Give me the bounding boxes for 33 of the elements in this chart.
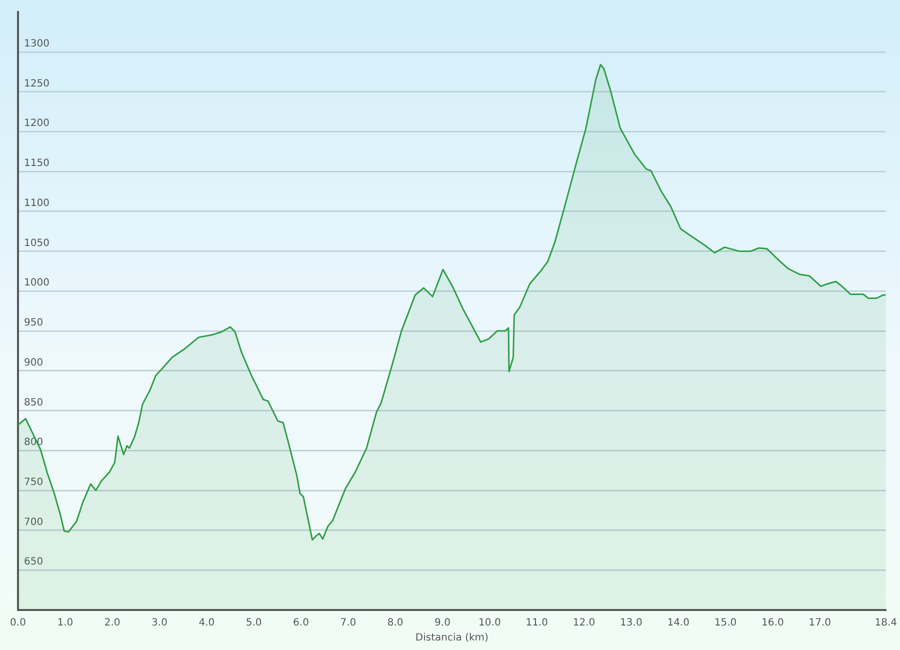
x-tick-label: 4.0 (198, 618, 215, 629)
x-tick-label: 9.0 (434, 618, 450, 629)
y-tick-label: 1050 (24, 238, 50, 249)
y-tick-label: 900 (24, 357, 44, 368)
x-tick-label: 8.0 (387, 618, 404, 629)
x-tick-label: 2.0 (104, 618, 120, 629)
x-tick-label: 11.0 (526, 618, 548, 629)
x-tick-label: 3.0 (152, 618, 168, 629)
x-tick-label: 6.0 (293, 618, 309, 629)
x-tick-label: 1.0 (57, 618, 74, 629)
y-tick-label: 950 (24, 318, 44, 329)
y-tick-label: 1200 (24, 118, 50, 130)
x-tick-label: 5.0 (246, 618, 262, 629)
x-tick-label: 15.0 (714, 618, 737, 629)
y-tick-label: 700 (24, 516, 44, 528)
y-tick-label: 650 (24, 556, 44, 568)
x-tick-label: 16.0 (762, 618, 784, 629)
y-tick-label: 1150 (24, 158, 50, 170)
y-tick-label: 1100 (24, 198, 50, 209)
y-tick-label: 1250 (24, 78, 50, 90)
x-tick-label: 14.0 (667, 618, 690, 629)
x-tick-label: 0.0 (10, 618, 26, 629)
y-tick-label: 1000 (24, 278, 50, 289)
y-tick-label: 750 (24, 476, 44, 488)
x-tick-label: 17.0 (808, 618, 831, 629)
y-tick-label: 850 (24, 397, 44, 408)
x-axis-title: Distancia (km) (415, 632, 489, 644)
x-tick-label: 10.0 (478, 618, 501, 629)
x-tick-label: 12.0 (572, 618, 596, 629)
y-tick-label: 1300 (24, 38, 50, 50)
x-tick-label: 13.0 (620, 618, 642, 629)
x-tick-label: 7.0 (340, 618, 356, 629)
x-tick-label: 18.4 (874, 618, 897, 629)
